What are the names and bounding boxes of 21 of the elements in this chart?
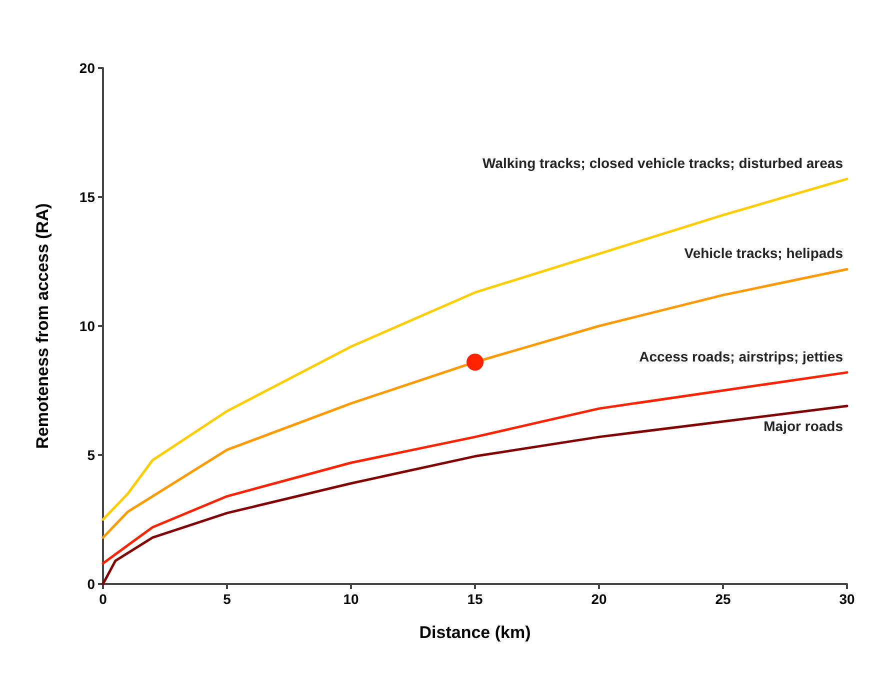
x-tick-label: 5 [223, 591, 232, 607]
y-tick-label: 5 [87, 447, 96, 463]
y-axis-title: Remoteness from access (RA) [33, 203, 52, 449]
x-tick-label: 20 [591, 591, 607, 607]
series-label: Vehicle tracks; helipads [684, 245, 844, 262]
x-tick-label: 25 [715, 591, 731, 607]
y-tick-label: 15 [79, 189, 96, 205]
x-tick-label: 10 [343, 591, 359, 607]
series-label: Major roads [764, 418, 844, 434]
x-axis-title: Distance (km) [419, 623, 531, 642]
line-series [102, 371, 848, 565]
line-series [102, 178, 848, 521]
series-label: Access roads; airstrips; jetties [639, 348, 844, 364]
y-tick-label: 20 [79, 60, 96, 76]
y-tick-label: 10 [79, 318, 96, 334]
line-series [102, 268, 848, 539]
x-tick-label: 30 [839, 591, 855, 607]
x-tick-label: 0 [99, 591, 108, 607]
y-tick-label: 0 [87, 576, 96, 592]
series-label: Walking tracks; closed vehicle tracks; disturbed areas [482, 154, 844, 171]
x-tick-label: 15 [467, 591, 483, 607]
